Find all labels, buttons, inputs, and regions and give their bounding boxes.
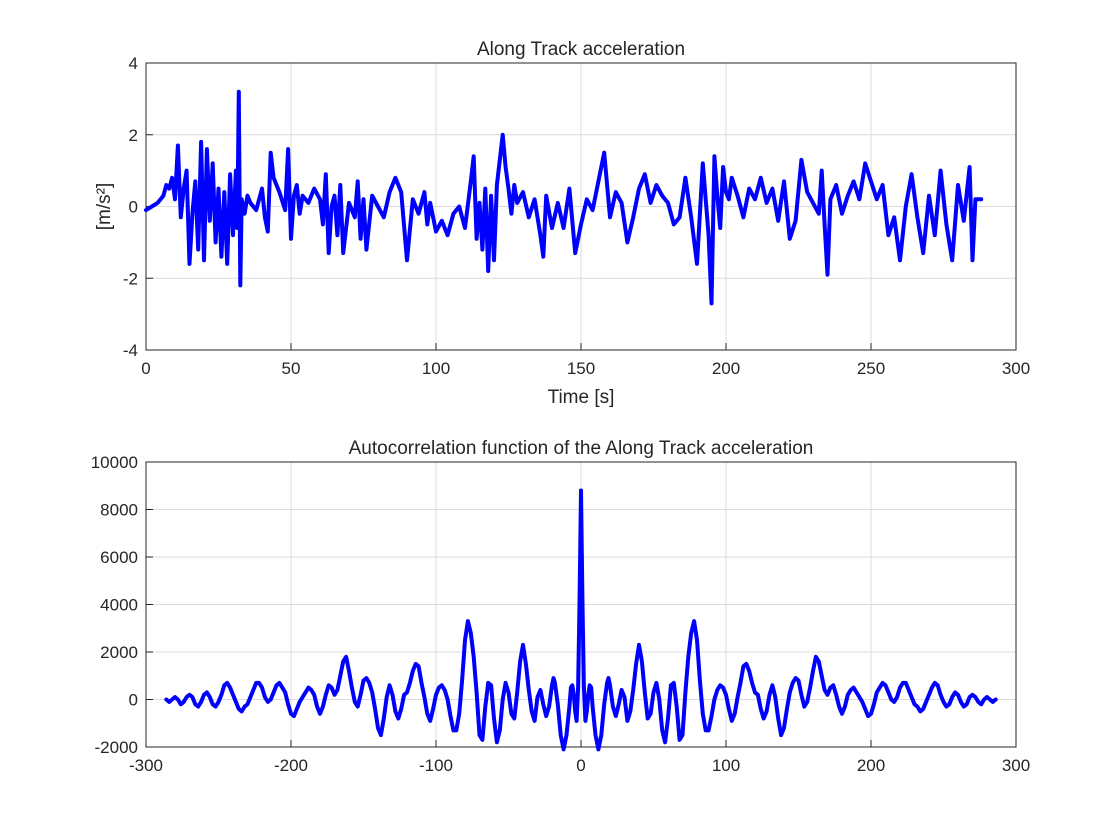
autocorrelation-y-tick-label: 0 (129, 691, 138, 710)
acceleration-series-line (144, 89, 984, 306)
acceleration-ticks: 0 50 100 150 200 250 300 -4 -2 0 2 4 (123, 54, 1030, 378)
autocorrelation-x-tick-label: 0 (576, 756, 585, 775)
autocorrelation-series-line (164, 488, 998, 752)
acceleration-y-tick-label: 0 (129, 198, 138, 217)
acceleration-x-tick-label: 300 (1002, 359, 1030, 378)
autocorrelation-x-tick-label: -100 (419, 756, 453, 775)
autocorrelation-y-tick-label: -2000 (95, 738, 138, 757)
acceleration-x-axis-label: Time [s] (548, 387, 615, 408)
acceleration-y-tick-label: -2 (123, 269, 138, 288)
acceleration-x-tick-label: 50 (282, 359, 301, 378)
acceleration-x-tick-label: 250 (857, 359, 885, 378)
autocorrelation-ticks: -300 -200 -100 0 100 200 300 -2000 0 2000 4000 6000… (91, 453, 1030, 775)
acceleration-y-tick-label: 4 (129, 54, 138, 73)
autocorrelation-x-tick-label: 100 (712, 756, 740, 775)
acceleration-x-tick-label: 0 (141, 359, 150, 378)
autocorrelation-y-tick-label: 8000 (100, 501, 138, 520)
autocorrelation-chart: -300 -200 -100 0 100 200 300 -2000 0 2000 4000 6000… (91, 438, 1030, 775)
acceleration-chart: 0 50 100 150 200 250 300 -4 -2 0 2 4 Along Track ac… (94, 39, 1030, 408)
acceleration-x-tick-label: 150 (567, 359, 595, 378)
autocorrelation-y-tick-label: 6000 (100, 548, 138, 567)
autocorrelation-x-tick-label: 200 (857, 756, 885, 775)
autocorrelation-title: Autocorrelation function of the Along Tr… (349, 438, 814, 459)
autocorrelation-x-tick-label: -200 (274, 756, 308, 775)
acceleration-y-axis-label: [m/s²] (94, 183, 115, 231)
autocorrelation-y-tick-label: 2000 (100, 643, 138, 662)
acceleration-x-tick-label: 200 (712, 359, 740, 378)
autocorrelation-x-tick-label: -300 (129, 756, 163, 775)
autocorrelation-series (164, 488, 998, 752)
acceleration-series (144, 89, 984, 306)
acceleration-y-tick-label: -4 (123, 341, 138, 360)
acceleration-x-tick-label: 100 (422, 359, 450, 378)
autocorrelation-y-tick-label: 10000 (91, 453, 138, 472)
autocorrelation-y-tick-label: 4000 (100, 596, 138, 615)
autocorrelation-x-tick-label: 300 (1002, 756, 1030, 775)
acceleration-y-tick-label: 2 (129, 126, 138, 145)
acceleration-title: Along Track acceleration (477, 39, 685, 60)
